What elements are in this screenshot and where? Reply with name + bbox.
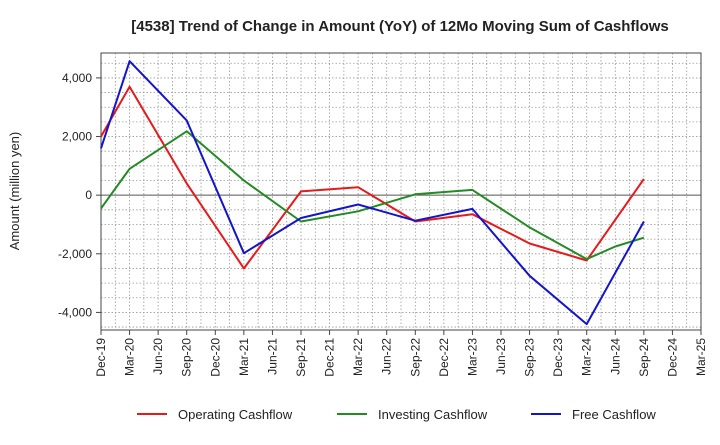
x-tick-label: Jun-24 (608, 338, 622, 375)
x-tick-label: Mar-25 (694, 338, 708, 376)
x-tick-label: Dec-23 (551, 338, 565, 377)
x-tick-label: Dec-20 (208, 338, 222, 377)
x-tick-label: Dec-19 (94, 338, 108, 377)
x-tick-label: Jun-22 (380, 338, 394, 375)
x-tick-label: Sep-22 (408, 338, 422, 377)
operating-cashflow-legend-label: Operating Cashflow (178, 407, 293, 422)
x-tick-label: Sep-20 (180, 338, 194, 377)
series-layer (100, 60, 645, 326)
y-tick-label: 4,000 (62, 71, 92, 85)
investing-cashflow-line (100, 130, 645, 261)
plot-frame (100, 52, 702, 331)
y-tick-label: 0 (85, 188, 92, 202)
x-tick-label: Mar-23 (465, 338, 479, 376)
y-axis-title: Amount (million yen) (7, 132, 22, 251)
x-tick-label: Jun-23 (494, 338, 508, 375)
axes-layer: 4,000 2,000 0 -2,000 -4,000 Dec-19 Mar-20 Jun-2… (58, 52, 708, 377)
x-tick-label: Mar-20 (123, 338, 137, 376)
x-tick-label: Mar-24 (580, 338, 594, 376)
y-tick-label: -4,000 (58, 305, 92, 319)
x-tick-label: Sep-23 (523, 338, 537, 377)
x-tick-label: Mar-21 (237, 338, 251, 376)
chart-title: [4538] Trend of Change in Amount (YoY) o… (131, 18, 669, 35)
y-tick-label: 2,000 (62, 130, 92, 144)
operating-cashflow-line (100, 85, 645, 270)
x-tick-label: Jun-21 (265, 338, 279, 375)
x-tick-label: Sep-24 (637, 338, 651, 377)
x-tick-label: Sep-21 (294, 338, 308, 377)
x-tick-label: Dec-21 (323, 338, 337, 377)
x-tick-label: Mar-22 (351, 338, 365, 376)
free-cashflow-line (100, 60, 645, 326)
x-tick-label: Dec-22 (437, 338, 451, 377)
x-tick-label: Dec-24 (665, 338, 679, 377)
free-cashflow-legend-label: Free Cashflow (572, 407, 656, 422)
legend: Operating Cashflow Investing Cashflow Free… (137, 407, 656, 422)
x-tick-label: Jun-20 (151, 338, 165, 375)
investing-cashflow-legend-label: Investing Cashflow (378, 407, 488, 422)
y-tick-label: -2,000 (58, 247, 92, 261)
grid-layer (101, 53, 701, 330)
